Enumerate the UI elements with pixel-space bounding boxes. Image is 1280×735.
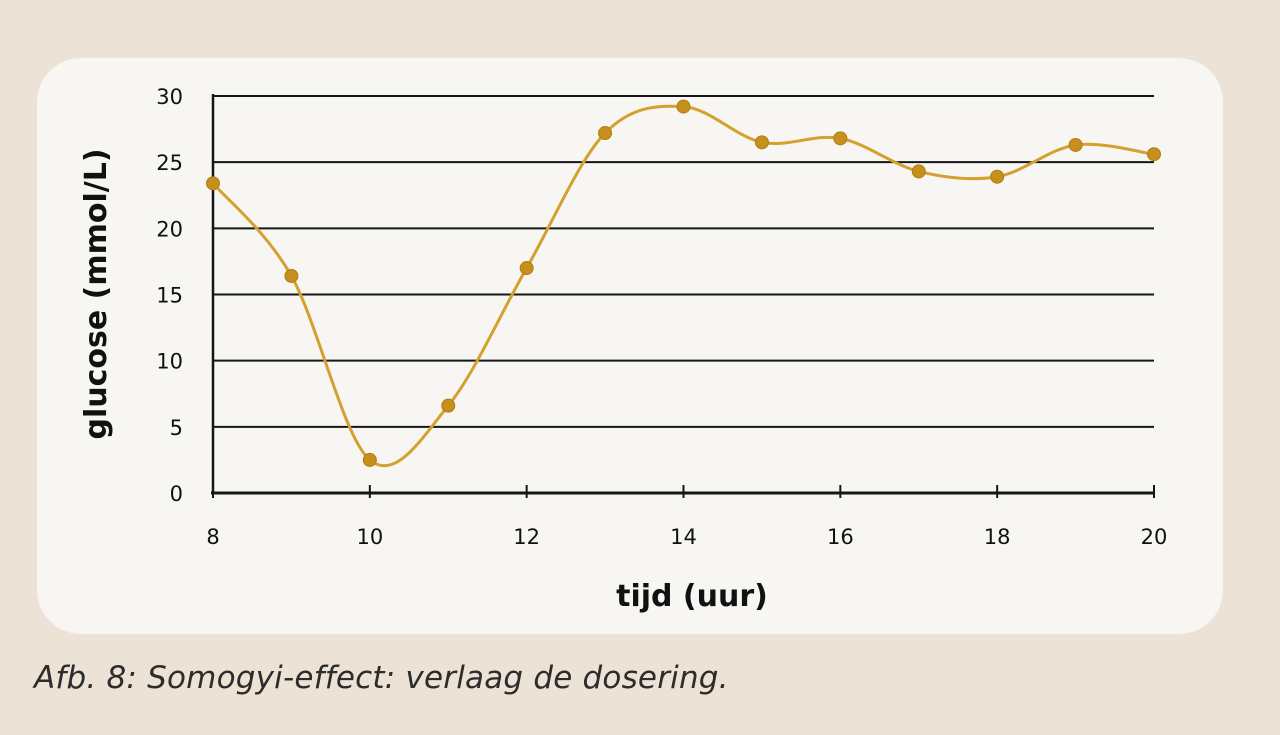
chart-panel <box>37 58 1223 634</box>
x-tick-label: 12 <box>513 525 540 549</box>
x-axis-label: tijd (uur) <box>616 579 768 614</box>
data-point <box>1068 137 1083 152</box>
y-tick-label: 0 <box>170 482 183 506</box>
y-tick-label: 20 <box>156 217 183 241</box>
data-point <box>754 135 769 150</box>
x-tick-label: 10 <box>356 525 383 549</box>
series <box>206 99 1161 468</box>
series-line <box>211 104 1155 468</box>
y-tick-label: 5 <box>170 416 183 440</box>
x-tick-label: 16 <box>827 525 854 549</box>
gridlines <box>213 95 1154 428</box>
data-point <box>833 131 848 146</box>
y-tick-label: 30 <box>156 85 183 109</box>
data-point <box>519 261 534 276</box>
data-point <box>598 126 613 141</box>
y-tick-label: 10 <box>156 350 183 374</box>
data-point <box>990 169 1005 184</box>
data-point <box>441 398 456 413</box>
data-point <box>206 176 220 191</box>
x-tick-label: 18 <box>984 525 1011 549</box>
axes <box>211 94 1155 498</box>
data-point <box>676 99 691 114</box>
tick-labels: 0 5 10 15 20 25 30 8 10 12 14 16 18 20 <box>156 85 1167 549</box>
x-tick-label: 14 <box>670 525 697 549</box>
y-tick-label: 25 <box>156 151 183 175</box>
data-point <box>362 452 377 467</box>
x-tick-label: 20 <box>1141 525 1168 549</box>
y-tick-label: 15 <box>156 284 183 308</box>
figure-caption: Afb. 8: Somogyi-effect: verlaag de doser… <box>34 660 729 696</box>
data-point <box>1147 147 1161 162</box>
y-axis-label: glucose (mmol/L) <box>79 148 114 439</box>
data-point <box>284 268 299 283</box>
data-point <box>911 164 926 179</box>
x-tick-label: 8 <box>206 525 219 549</box>
